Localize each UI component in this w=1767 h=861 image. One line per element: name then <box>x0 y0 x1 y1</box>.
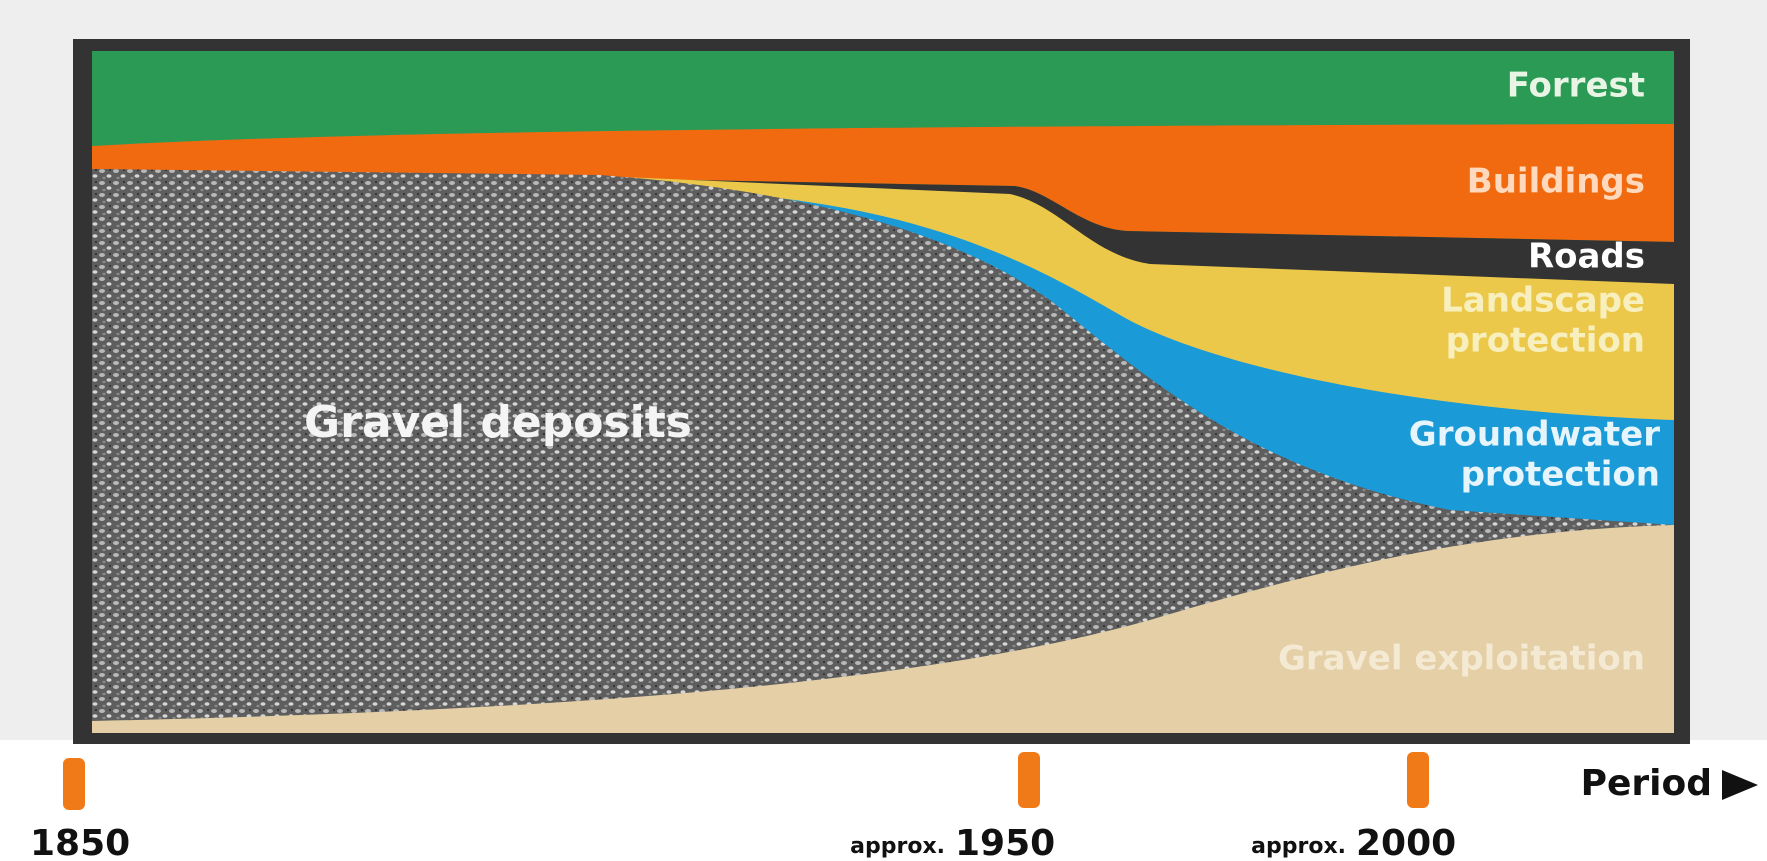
diagram: Forrest Buildings Roads Landscape protec… <box>0 0 1767 861</box>
layer-label: protection <box>1446 321 1645 361</box>
year-prefix: approx. <box>1251 834 1346 859</box>
layer-label: Buildings <box>1467 162 1645 202</box>
year-label: 1850 <box>30 823 130 861</box>
year-label: 1950 <box>955 823 1055 861</box>
year-prefix: approx. <box>850 834 945 859</box>
layer-label: Gravel deposits <box>304 397 692 448</box>
timeline-marker <box>63 758 85 810</box>
layer-label: protection <box>1461 455 1660 495</box>
layer-label: Gravel exploitation <box>1278 639 1645 679</box>
timeline-marker <box>1018 752 1040 808</box>
layer-label: Forrest <box>1507 66 1645 106</box>
layer-label: Roads <box>1528 237 1645 277</box>
layer-label: Groundwater <box>1409 415 1660 455</box>
timeline-marker <box>1407 752 1429 808</box>
axis-arrow <box>1722 770 1758 800</box>
year-label: 2000 <box>1356 823 1456 861</box>
axis-label: Period <box>1581 763 1712 804</box>
layer-label: Landscape <box>1441 281 1645 321</box>
